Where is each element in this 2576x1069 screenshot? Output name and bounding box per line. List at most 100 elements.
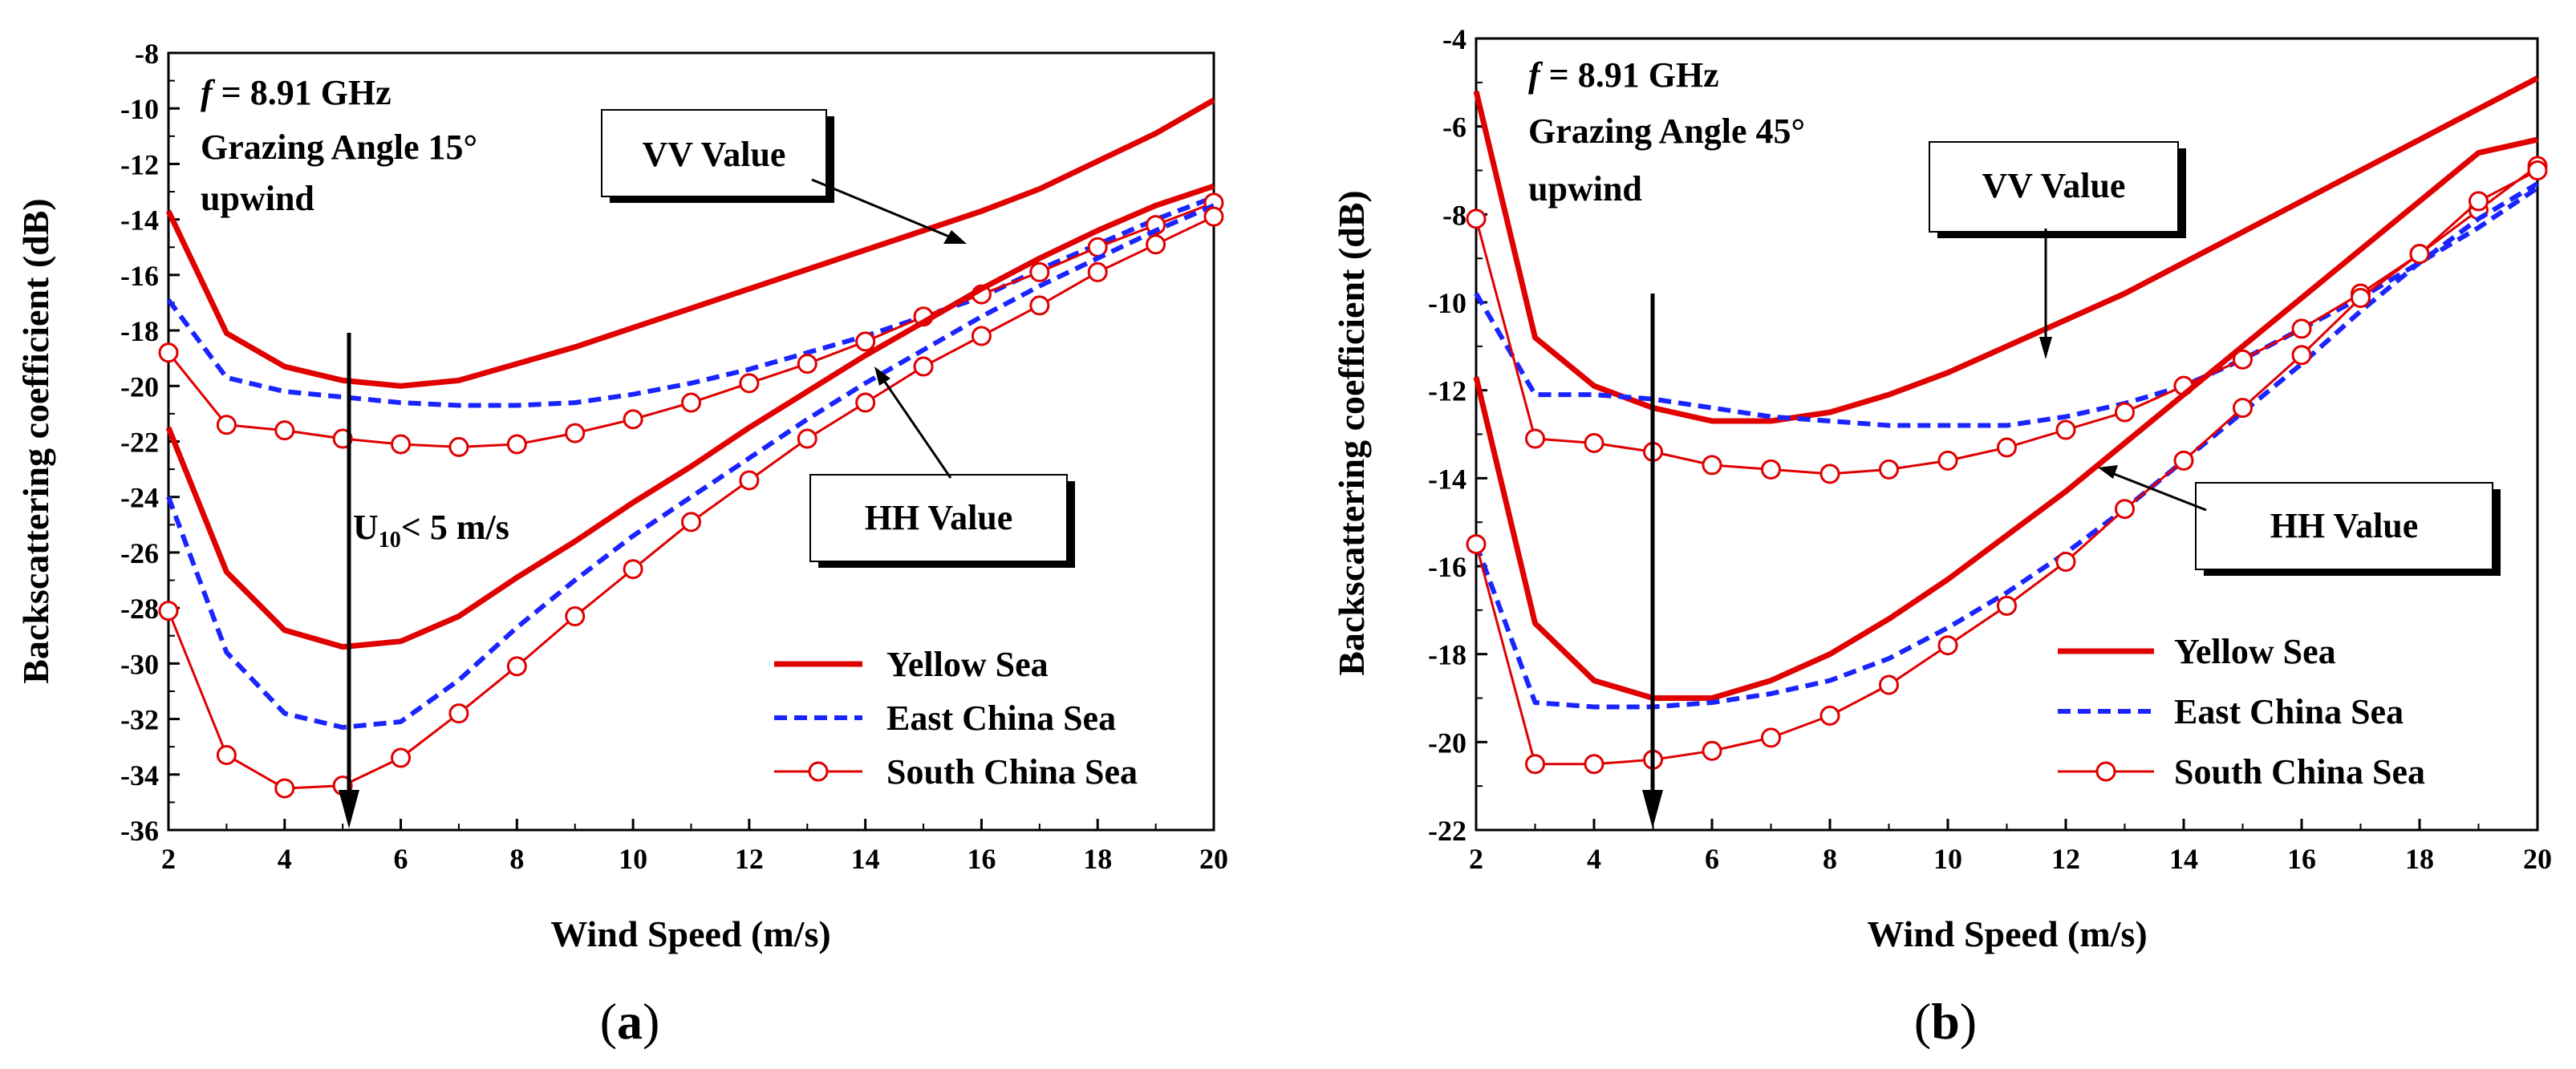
ytick-label: -30 xyxy=(120,648,159,680)
series-point xyxy=(448,703,469,724)
ytick-label: -24 xyxy=(120,482,159,514)
ytick-label: -20 xyxy=(120,371,159,403)
panel-a-caption: (a) xyxy=(600,993,660,1050)
series-line-south-china-sea-hh xyxy=(1475,169,2538,766)
panel-b-hh-box xyxy=(2195,482,2493,570)
series-line-yellow-sea-vv xyxy=(165,97,1215,389)
panel-a-direction: upwind xyxy=(201,179,314,218)
xtick-label: 4 xyxy=(1587,843,1601,875)
panel-b-direction: upwind xyxy=(1528,169,1642,209)
ytick-label: -22 xyxy=(1428,815,1466,847)
legend-b-yellow: Yellow Sea xyxy=(2174,632,2336,671)
ytick-label: -22 xyxy=(120,427,159,459)
series-point xyxy=(1702,740,1722,761)
panel-b-legend: Yellow Sea East China Sea South China Se… xyxy=(2058,632,2425,792)
series-point xyxy=(797,428,817,449)
series-point xyxy=(1937,635,1958,656)
series-point xyxy=(2409,244,2430,265)
series-point xyxy=(1702,455,1722,476)
series-point xyxy=(1146,215,1166,236)
series-point xyxy=(2527,160,2548,180)
series-point xyxy=(1146,234,1166,255)
series-point xyxy=(506,656,527,677)
series-point xyxy=(1997,595,2017,616)
panel-b-ylabel: Backscattering coefficient (dB) xyxy=(1331,190,1372,676)
xtick-label: 8 xyxy=(509,843,524,875)
panel-b-angle: Grazing Angle 45° xyxy=(1528,111,1805,151)
series-point xyxy=(391,747,412,768)
series-point xyxy=(1819,464,1840,484)
panel-b: -4 -6 -8 -10 -12 -14 -16 -18 -20 -22 2 4 6 8 10 12 14 16… xyxy=(1331,23,2552,1050)
ytick-label: -26 xyxy=(120,537,159,569)
series-point xyxy=(1761,727,1781,748)
ytick-label: -16 xyxy=(1428,551,1466,583)
ytick-label: -6 xyxy=(1442,111,1466,144)
series-point xyxy=(565,606,586,627)
xtick-label: 12 xyxy=(2051,843,2080,875)
legend-a-yellow: Yellow Sea xyxy=(886,645,1049,684)
ytick-label: -8 xyxy=(135,38,159,70)
series-point xyxy=(739,470,760,491)
series-point xyxy=(565,423,586,443)
series-point xyxy=(391,434,412,455)
xtick-label: 14 xyxy=(851,843,880,875)
panel-a-vv-label: VV Value xyxy=(643,135,786,174)
series-point xyxy=(1761,459,1781,480)
series-point xyxy=(448,436,469,457)
ytick-label: -18 xyxy=(120,315,159,347)
series-line-yellow-sea-hh xyxy=(165,183,1215,650)
xtick-label: 2 xyxy=(1469,843,1483,875)
series-point xyxy=(1466,534,1487,555)
series-point xyxy=(855,392,876,413)
series-point xyxy=(797,354,817,375)
series-point xyxy=(2055,552,2076,573)
series-point xyxy=(2233,398,2253,419)
xtick-label: 16 xyxy=(2287,843,2316,875)
panel-a-ylabel: Backscattering coefficient (dB) xyxy=(15,198,56,684)
series-point xyxy=(2233,349,2253,370)
panel-a-frequency: f = 8.91 GHz xyxy=(201,73,391,112)
series-point xyxy=(913,356,934,377)
series-line-east-china-sea-hh xyxy=(166,203,1215,730)
series-point xyxy=(216,745,237,766)
panel-b-hh-arrowhead xyxy=(2098,465,2118,479)
series-point xyxy=(681,392,701,413)
series-point xyxy=(2055,419,2076,440)
panel-a-wind-threshold: U10< 5 m/s xyxy=(353,508,509,553)
xtick-label: 6 xyxy=(394,843,408,875)
series-point xyxy=(623,559,643,580)
series-point xyxy=(1879,674,1899,695)
xtick-label: 20 xyxy=(1199,843,1228,875)
series-point xyxy=(2115,402,2135,423)
panel-a-hh-arrow xyxy=(876,371,952,479)
series-point xyxy=(2291,318,2312,339)
panel-b-caption: (b) xyxy=(1914,993,1977,1050)
ytick-label: -12 xyxy=(1428,375,1466,407)
panel-a-legend: Yellow Sea East China Sea South China Se… xyxy=(774,645,1138,792)
ytick-label: -14 xyxy=(1428,463,1466,495)
ytick-label: -12 xyxy=(120,148,159,180)
panel-a-vv-box xyxy=(601,109,827,197)
series-point xyxy=(158,601,179,622)
panel-a-xlabel: Wind Speed (m/s) xyxy=(550,913,830,954)
panel-b-vv-box xyxy=(1929,141,2179,233)
series-point xyxy=(855,331,876,352)
series-point xyxy=(2468,191,2489,212)
ytick-label: -10 xyxy=(120,93,159,125)
panel-b-down-arrowhead xyxy=(1642,790,1663,828)
series-point xyxy=(216,415,237,435)
series-point xyxy=(1819,705,1840,726)
series-point xyxy=(2351,288,2371,309)
xtick-label: 12 xyxy=(735,843,764,875)
xtick-label: 4 xyxy=(278,843,292,875)
series-point xyxy=(1584,754,1604,775)
panel-b-hh-arrow xyxy=(2105,469,2207,512)
series-point xyxy=(2173,450,2194,471)
series-point xyxy=(1584,432,1604,453)
ytick-label: -34 xyxy=(120,759,159,792)
series-point xyxy=(2115,499,2135,520)
series-point xyxy=(158,342,179,363)
series-point xyxy=(2291,345,2312,366)
series-point xyxy=(274,778,295,799)
series-point xyxy=(1525,754,1545,775)
